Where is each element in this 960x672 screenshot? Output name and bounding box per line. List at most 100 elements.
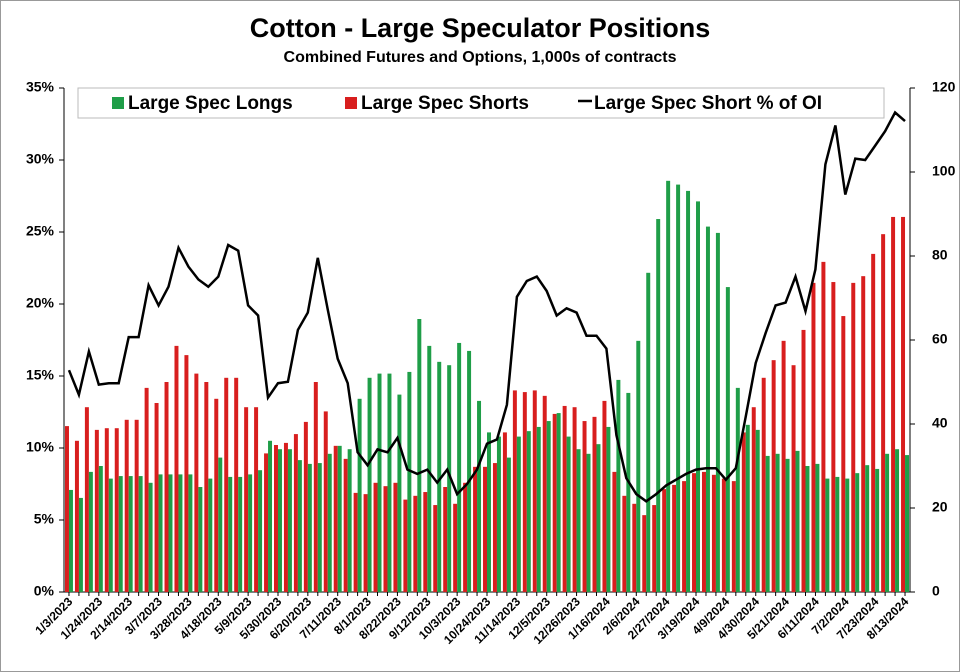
bar (715, 232, 720, 592)
chart-subtitle: Combined Futures and Options, 1,000s of … (284, 49, 677, 66)
bar (506, 457, 511, 592)
bar (174, 345, 179, 592)
bar (118, 476, 123, 592)
bar (701, 471, 706, 592)
bar (293, 434, 298, 592)
bar (775, 453, 780, 592)
bar (791, 365, 796, 592)
bar (606, 426, 611, 592)
bar (831, 282, 836, 592)
bar (516, 436, 521, 592)
legend-swatch (112, 97, 124, 109)
bar (532, 390, 537, 592)
bar (68, 489, 73, 592)
bar (124, 419, 129, 592)
bar (218, 457, 223, 592)
legend-label: Large Spec Shorts (361, 93, 529, 114)
y2-tick-label: 20 (932, 499, 948, 515)
bar (114, 428, 119, 592)
y-tick-label: 25% (26, 223, 55, 239)
bar (731, 481, 736, 592)
bar (745, 424, 750, 592)
bar (682, 481, 687, 592)
line-series (67, 110, 906, 503)
bar (901, 216, 906, 592)
bar (407, 371, 412, 592)
bar (652, 505, 657, 592)
bar (307, 463, 312, 592)
bar (188, 474, 193, 592)
bar (184, 355, 189, 592)
bar (805, 466, 810, 592)
legend-label: Large Spec Longs (128, 93, 293, 114)
bar (795, 450, 800, 592)
bar (274, 445, 278, 592)
bar (178, 474, 183, 592)
bar (78, 497, 83, 592)
bar (457, 342, 462, 592)
bar (423, 492, 428, 592)
bar (801, 329, 806, 592)
bar (895, 449, 900, 592)
bar (542, 395, 547, 592)
bar (437, 361, 442, 592)
bar (224, 377, 229, 592)
bar (268, 440, 273, 592)
bar (705, 226, 710, 592)
bar (447, 365, 452, 592)
bar (487, 432, 491, 592)
bar (905, 455, 910, 592)
bar (582, 421, 587, 592)
bar (194, 373, 199, 592)
bar (636, 340, 641, 592)
bar (108, 478, 113, 592)
bar (622, 495, 627, 592)
bar (881, 234, 886, 592)
bar (496, 436, 501, 592)
bar (861, 276, 866, 592)
bar (586, 453, 591, 592)
bar (128, 476, 133, 592)
bar (477, 400, 482, 592)
y-tick-label: 15% (26, 367, 55, 383)
y2-tick-label: 120 (932, 79, 956, 95)
bar (536, 426, 541, 592)
bar (841, 316, 846, 592)
bar (725, 287, 730, 592)
bar (755, 429, 760, 592)
bar (258, 470, 263, 592)
y-tick-label: 30% (26, 151, 55, 167)
bar (417, 319, 422, 592)
bar (244, 407, 249, 592)
y2-tick-label: 40 (932, 415, 948, 431)
bar (546, 421, 551, 592)
y2-tick-label: 60 (932, 331, 948, 347)
bar (741, 432, 746, 592)
y-tick-label: 20% (26, 295, 55, 311)
bar (383, 486, 388, 592)
bar (453, 503, 458, 592)
bar (815, 463, 820, 592)
bar (596, 444, 601, 592)
bar (552, 413, 557, 592)
bar (781, 340, 786, 592)
bar (234, 377, 239, 592)
bar (88, 471, 93, 592)
bar (845, 478, 850, 592)
y2-tick-label: 80 (932, 247, 948, 263)
y-tick-label: 0% (34, 583, 55, 599)
bar (327, 453, 332, 592)
bar (825, 478, 830, 592)
bar (761, 377, 766, 592)
bar (602, 400, 607, 592)
bar (313, 382, 318, 592)
bar (463, 482, 468, 592)
bar (427, 345, 432, 592)
bar (855, 473, 860, 592)
bar (317, 463, 322, 592)
bar (303, 421, 308, 592)
bar (337, 445, 342, 592)
bar (771, 360, 776, 592)
bar (576, 449, 581, 592)
bar (865, 465, 870, 592)
